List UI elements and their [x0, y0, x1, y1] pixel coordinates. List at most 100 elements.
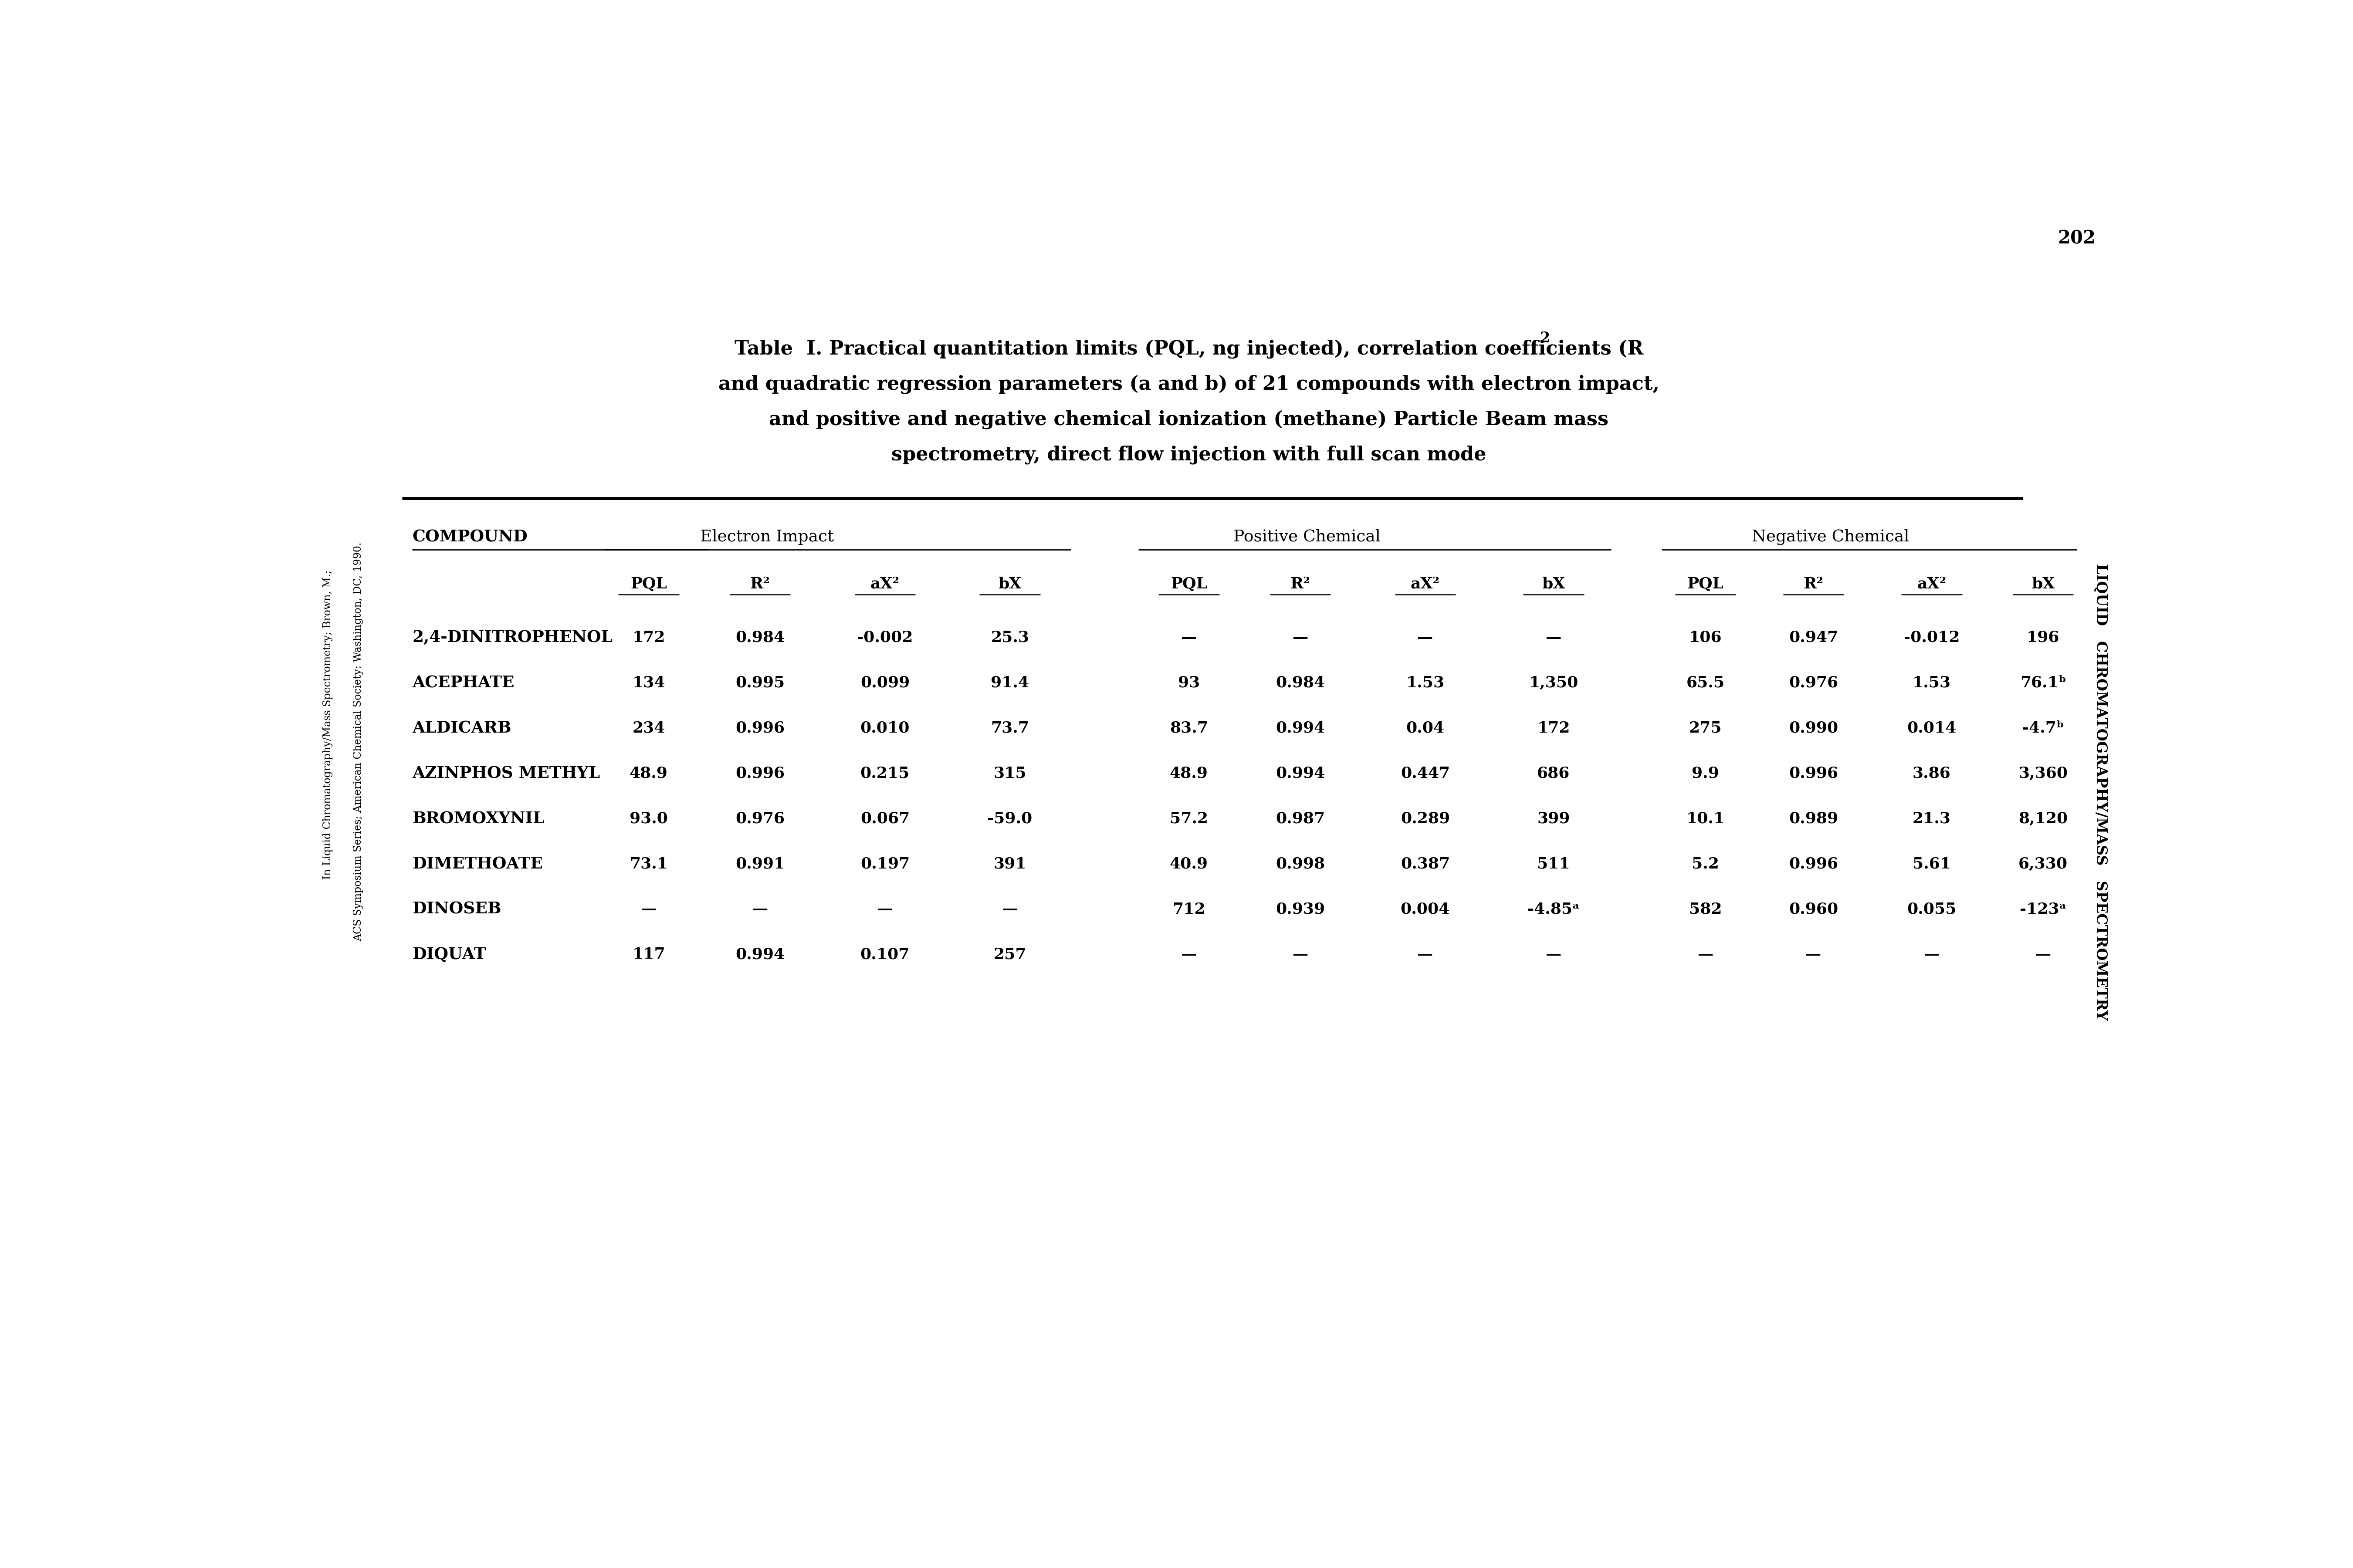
Text: 0.215: 0.215 — [861, 767, 911, 781]
Text: —: — — [1697, 947, 1713, 961]
Text: 0.976: 0.976 — [1788, 676, 1838, 690]
Text: 0.387: 0.387 — [1400, 856, 1449, 872]
Text: Table  I. Practical quantitation limits (PQL, ng injected), correlation coeffici: Table I. Practical quantitation limits (… — [734, 340, 1642, 359]
Text: —: — — [1181, 947, 1198, 961]
Text: 1.53: 1.53 — [1407, 676, 1445, 690]
Text: —: — — [878, 902, 892, 917]
Text: bX: bX — [2031, 577, 2054, 591]
Text: —: — — [1805, 947, 1821, 961]
Text: 712: 712 — [1172, 902, 1205, 917]
Text: -0.002: -0.002 — [856, 630, 913, 644]
Text: 83.7: 83.7 — [1169, 721, 1207, 735]
Text: 10.1: 10.1 — [1687, 811, 1725, 826]
Text: DIQUAT: DIQUAT — [412, 947, 487, 963]
Text: 93.0: 93.0 — [631, 811, 668, 826]
Text: ACS Symposium Series; American Chemical Society: Washington, DC, 1990.: ACS Symposium Series; American Chemical … — [353, 543, 362, 941]
Text: 686: 686 — [1537, 767, 1569, 781]
Text: BROMOXYNIL: BROMOXYNIL — [412, 811, 544, 826]
Text: 57.2: 57.2 — [1169, 811, 1207, 826]
Text: 40.9: 40.9 — [1169, 856, 1207, 872]
Text: 93: 93 — [1179, 676, 1200, 690]
Text: DIMETHOATE: DIMETHOATE — [412, 856, 544, 872]
Text: aX²: aX² — [1409, 577, 1440, 591]
Text: and positive and negative chemical ionization (methane) Particle Beam mass: and positive and negative chemical ioniz… — [769, 411, 1609, 430]
Text: 0.447: 0.447 — [1400, 767, 1449, 781]
Text: —: — — [1546, 947, 1562, 961]
Text: 3.86: 3.86 — [1913, 767, 1951, 781]
Text: aX²: aX² — [871, 577, 899, 591]
Text: 172: 172 — [633, 630, 666, 644]
Text: AZINPHOS METHYL: AZINPHOS METHYL — [412, 765, 600, 781]
Text: 25.3: 25.3 — [991, 630, 1028, 644]
Text: 0.010: 0.010 — [861, 721, 911, 735]
Text: bX: bX — [998, 577, 1021, 591]
Text: —: — — [1292, 947, 1308, 961]
Text: 0.996: 0.996 — [1788, 767, 1838, 781]
Text: 0.004: 0.004 — [1400, 902, 1449, 917]
Text: and quadratic regression parameters (a and b) of 21 compounds with electron impa: and quadratic regression parameters (a a… — [718, 375, 1659, 394]
Text: 9.9: 9.9 — [1692, 767, 1720, 781]
Text: 172: 172 — [1537, 721, 1569, 735]
Text: 73.7: 73.7 — [991, 721, 1028, 735]
Text: 48.9: 48.9 — [1169, 767, 1207, 781]
Text: 76.1ᵇ: 76.1ᵇ — [2019, 676, 2066, 690]
Text: 117: 117 — [633, 947, 666, 961]
Text: -59.0: -59.0 — [988, 811, 1033, 826]
Text: COMPOUND: COMPOUND — [412, 528, 527, 546]
Text: 8,120: 8,120 — [2019, 811, 2068, 826]
Text: 106: 106 — [1689, 630, 1722, 644]
Text: 0.067: 0.067 — [861, 811, 911, 826]
Text: -0.012: -0.012 — [1904, 630, 1960, 644]
Text: —: — — [1417, 947, 1433, 961]
Text: -4.7ᵇ: -4.7ᵇ — [2021, 721, 2064, 735]
Text: 0.197: 0.197 — [861, 856, 911, 872]
Text: 0.976: 0.976 — [736, 811, 784, 826]
Text: 0.014: 0.014 — [1906, 721, 1955, 735]
Text: —: — — [753, 902, 767, 917]
Text: 0.995: 0.995 — [736, 676, 786, 690]
Text: —: — — [1546, 630, 1562, 644]
Text: Electron Impact: Electron Impact — [699, 528, 833, 544]
Text: 1,350: 1,350 — [1529, 676, 1579, 690]
Text: 0.099: 0.099 — [861, 676, 911, 690]
Text: 202: 202 — [2059, 229, 2097, 248]
Text: 1.53: 1.53 — [1913, 676, 1951, 690]
Text: PQL: PQL — [1169, 577, 1207, 591]
Text: 21.3: 21.3 — [1913, 811, 1951, 826]
Text: —: — — [1002, 902, 1019, 917]
Text: 2: 2 — [1539, 331, 1551, 345]
Text: 0.996: 0.996 — [736, 767, 784, 781]
Text: —: — — [1925, 947, 1939, 961]
Text: -4.85ᵃ: -4.85ᵃ — [1527, 902, 1579, 917]
Text: —: — — [1292, 630, 1308, 644]
Text: 0.991: 0.991 — [736, 856, 786, 872]
Text: 234: 234 — [633, 721, 666, 735]
Text: 0.04: 0.04 — [1407, 721, 1445, 735]
Text: 91.4: 91.4 — [991, 676, 1028, 690]
Text: In Liquid Chromatography/Mass Spectrometry; Brown, M.;: In Liquid Chromatography/Mass Spectromet… — [322, 571, 332, 880]
Text: 0.984: 0.984 — [736, 630, 784, 644]
Text: Negative Chemical: Negative Chemical — [1751, 528, 1908, 546]
Text: 0.947: 0.947 — [1788, 630, 1838, 644]
Text: —: — — [1181, 630, 1198, 644]
Text: —: — — [2035, 947, 2052, 961]
Text: 511: 511 — [1537, 856, 1569, 872]
Text: 0.984: 0.984 — [1275, 676, 1325, 690]
Text: 5.2: 5.2 — [1692, 856, 1720, 872]
Text: —: — — [640, 902, 656, 917]
Text: R²: R² — [1289, 577, 1311, 591]
Text: 5.61: 5.61 — [1913, 856, 1951, 872]
Text: ALDICARB: ALDICARB — [412, 720, 511, 735]
Text: 0.994: 0.994 — [1275, 721, 1325, 735]
Text: 391: 391 — [993, 856, 1026, 872]
Text: ACEPHATE: ACEPHATE — [412, 674, 515, 691]
Text: PQL: PQL — [1687, 577, 1725, 591]
Text: 2,4-DINITROPHENOL: 2,4-DINITROPHENOL — [412, 629, 612, 646]
Text: 0.107: 0.107 — [861, 947, 911, 961]
Text: 0.996: 0.996 — [736, 721, 784, 735]
Text: 6,330: 6,330 — [2019, 856, 2068, 872]
Text: 48.9: 48.9 — [631, 767, 668, 781]
Text: 65.5: 65.5 — [1687, 676, 1725, 690]
Text: 0.994: 0.994 — [1275, 767, 1325, 781]
Text: 0.289: 0.289 — [1400, 811, 1449, 826]
